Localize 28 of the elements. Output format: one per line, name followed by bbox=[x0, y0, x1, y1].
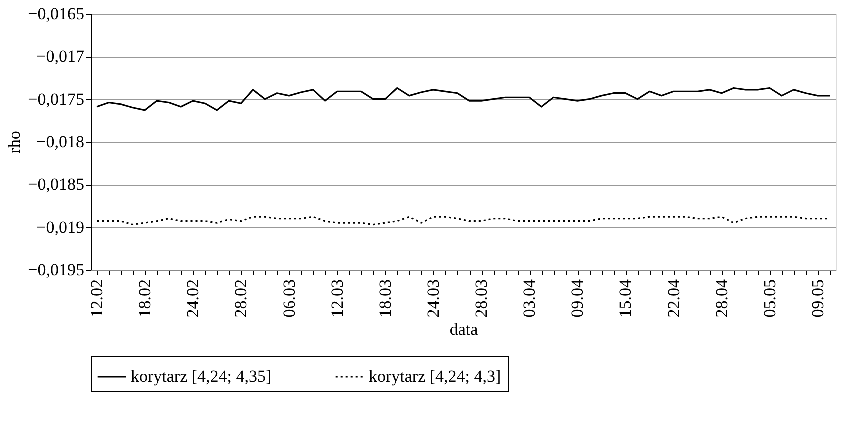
y-tick-label: −0,019 bbox=[36, 218, 84, 237]
x-tick-label: 06.03 bbox=[280, 280, 299, 318]
x-tick-label: 24.03 bbox=[424, 280, 443, 318]
y-tick-label: −0,0185 bbox=[28, 175, 84, 194]
x-tick-label: 15.04 bbox=[616, 279, 636, 318]
x-tick-label: 12.02 bbox=[88, 280, 107, 318]
x-tick-label: 18.03 bbox=[376, 280, 395, 318]
x-tick-label: 28.03 bbox=[472, 280, 492, 318]
x-tick-label: 05.05 bbox=[760, 280, 780, 318]
y-tick-label: −0,017 bbox=[36, 47, 85, 66]
y-axis-title: rho bbox=[5, 131, 24, 154]
legend-label: korytarz [4,24; 4,3] bbox=[369, 367, 502, 386]
line-series bbox=[96, 87, 831, 112]
x-tick-label: 09.04 bbox=[568, 279, 588, 318]
x-tick-label: 09.05 bbox=[808, 280, 828, 318]
legend-label: korytarz [4,24; 4,35] bbox=[131, 367, 272, 386]
x-tick-label: 28.04 bbox=[712, 279, 732, 318]
x-tick-label: 12.03 bbox=[328, 280, 347, 318]
x-tick-label: 18.02 bbox=[136, 280, 155, 318]
y-tick-label: −0,0165 bbox=[28, 4, 84, 24]
x-tick-label: 28.02 bbox=[232, 280, 251, 318]
x-tick-label: 24.02 bbox=[184, 280, 203, 318]
x-tick-label: 03.04 bbox=[520, 279, 540, 318]
y-tick-label: −0,0195 bbox=[28, 260, 84, 280]
x-axis-title: data bbox=[450, 320, 479, 339]
y-tick-label: −0,0175 bbox=[28, 90, 84, 109]
x-tick-label: 22.04 bbox=[664, 279, 684, 318]
y-tick-label: −0,018 bbox=[36, 132, 84, 152]
